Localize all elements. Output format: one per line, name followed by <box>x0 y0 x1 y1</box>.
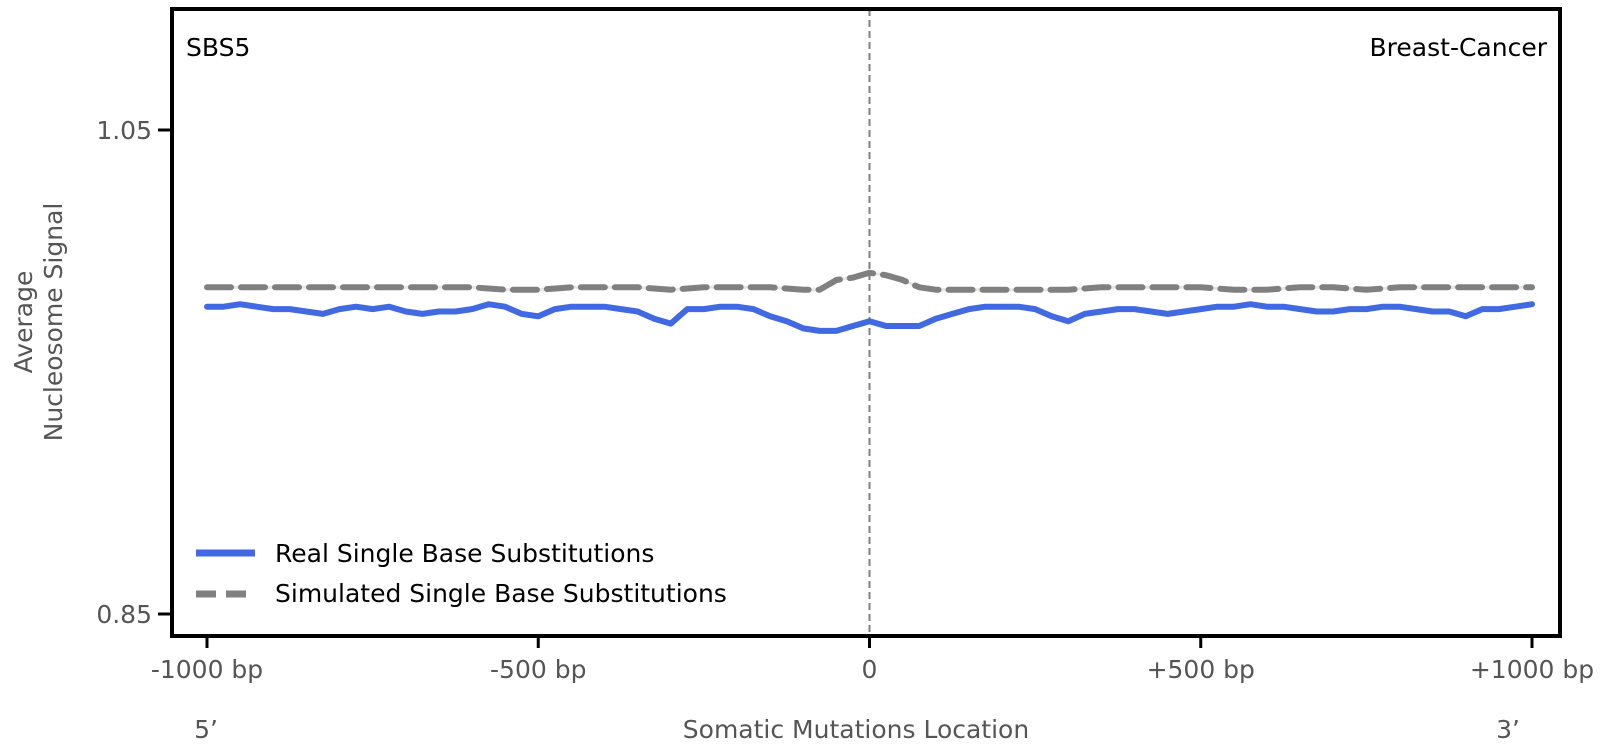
end-label-5prime: 5’ <box>194 715 218 744</box>
x-tick-label: -500 bp <box>490 655 586 684</box>
x-tick-label: -1000 bp <box>151 655 263 684</box>
y-tick-label: 0.85 <box>96 600 152 629</box>
series-simulated-line <box>204 269 1535 293</box>
plot-area: -1000 bp -500 bp 0 +500 bp +1000 bp 0.85 1.05 <box>96 7 1594 684</box>
legend-simulated-label: Simulated Single Base Substitutions <box>275 579 727 608</box>
y-tick-label: 1.05 <box>96 116 152 145</box>
plot-frame <box>170 7 1562 638</box>
legend: Real Single Base Substitutions Simulated… <box>196 539 727 608</box>
x-tick-label: +1000 bp <box>1470 655 1594 684</box>
cancer-type-label: Breast-Cancer <box>1370 33 1548 62</box>
x-axis-title: Somatic Mutations Location <box>683 715 1029 744</box>
x-tick-label: 0 <box>862 655 878 684</box>
legend-real-label: Real Single Base Substitutions <box>275 539 654 568</box>
end-label-3prime: 3’ <box>1496 715 1520 744</box>
y-axis-title-line1: Average <box>9 271 38 374</box>
signature-label: SBS5 <box>186 33 250 62</box>
x-tick-label: +500 bp <box>1147 655 1255 684</box>
y-axis-title-line2: Nucleosome Signal <box>39 203 68 442</box>
series-real-line <box>204 301 1535 334</box>
